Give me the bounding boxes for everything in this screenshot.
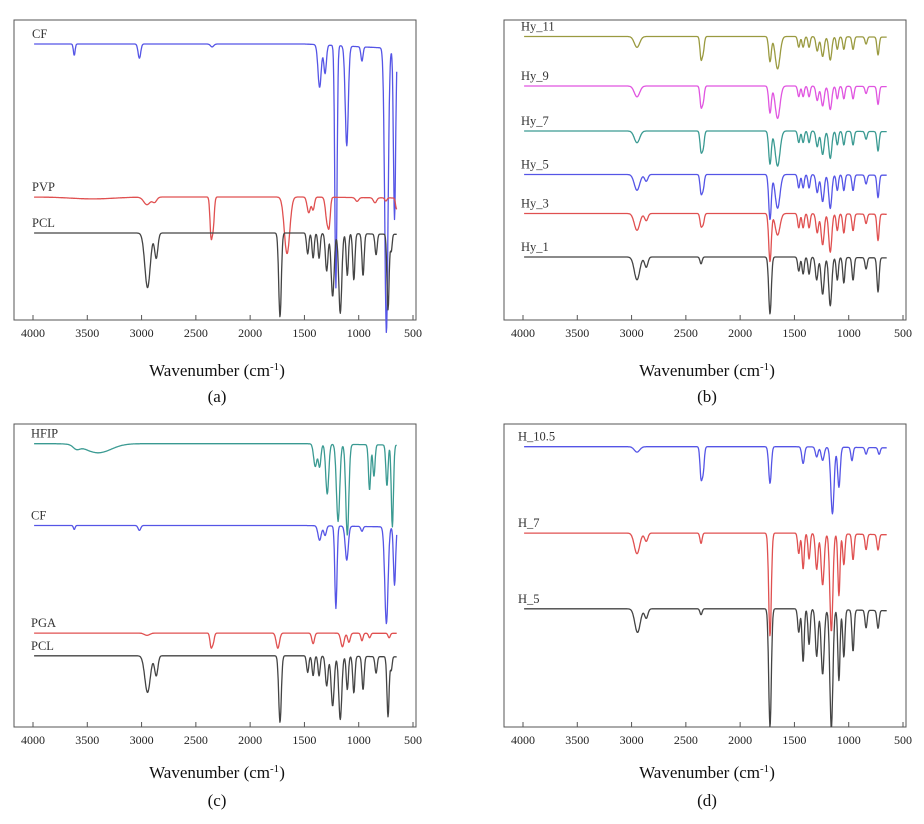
x-tick-label: 1500 [292, 326, 316, 340]
x-tick-label: 2000 [728, 733, 752, 747]
series-label-pcl: PCL [31, 639, 54, 653]
spectrum-line-cf [33, 43, 398, 334]
series-label-pvp: PVP [32, 180, 55, 194]
series-label-hy-1: Hy_1 [521, 240, 549, 254]
plot-frame [13, 19, 417, 321]
x-tick-label: 3000 [130, 733, 154, 747]
x-axis-title: Wavenumber (cm-1) [149, 763, 285, 782]
series-label-hfip: HFIP [31, 427, 58, 441]
series-label-hy-5: Hy_5 [521, 158, 549, 172]
spectrum-line-hy-1 [523, 256, 887, 315]
x-tick-label: 2500 [674, 733, 698, 747]
x-tick-label: 2500 [674, 326, 698, 340]
x-tick-label: 1000 [837, 326, 861, 340]
x-tick-label: 500 [404, 733, 422, 747]
series-label-hy-9: Hy_9 [521, 69, 549, 83]
spectrum-line-hy-3 [523, 212, 887, 263]
series-label-hy-7: Hy_7 [521, 114, 549, 128]
x-tick-label: 2000 [728, 326, 752, 340]
spectrum-line-hfip [33, 443, 397, 536]
x-tick-label: 1000 [837, 733, 861, 747]
spectrum-line-hy-11 [523, 35, 887, 70]
x-axis-title: Wavenumber (cm-1) [639, 361, 775, 380]
x-tick-label: 2500 [184, 733, 208, 747]
spectrum-line-pcl [33, 655, 397, 723]
x-tick-label: 3000 [130, 326, 154, 340]
spectrum-line-h-10-5 [523, 446, 887, 515]
spectrum-line-pcl [33, 232, 397, 318]
x-tick-label: 500 [404, 326, 422, 340]
series-label-hy-3: Hy_3 [521, 197, 549, 211]
x-tick-label: 3000 [620, 326, 644, 340]
spectrum-line-hy-9 [523, 85, 887, 120]
x-tick-label: 1500 [782, 733, 806, 747]
spectrum-line-pvp [33, 196, 398, 255]
spectrum-line-h-5 [523, 608, 887, 728]
spectrum-line-cf [33, 524, 398, 625]
series-label-h-7: H_7 [518, 516, 540, 530]
plot-frame [13, 423, 417, 728]
x-tick-label: 4000 [21, 733, 45, 747]
x-tick-label: 1500 [292, 733, 316, 747]
x-tick-label: 4000 [511, 326, 535, 340]
x-axis-title: Wavenumber (cm-1) [639, 763, 775, 782]
spectrum-line-pga [33, 632, 397, 649]
x-tick-label: 500 [894, 733, 912, 747]
x-tick-label: 3000 [620, 733, 644, 747]
series-label-pga: PGA [31, 616, 56, 630]
series-label-pcl: PCL [32, 216, 55, 230]
panel-a: 4000 3500 3000 2500 2000 1500 1000 500 Wavenumbe… [13, 19, 422, 406]
x-tick-label: 3500 [75, 733, 99, 747]
panel-d: 4000 3500 3000 2500 2000 1500 1000 500 Wavenumbe… [503, 423, 912, 810]
x-tick-label: 4000 [511, 733, 535, 747]
plot-frame [503, 19, 907, 321]
series-label-cf: CF [32, 27, 47, 41]
x-tick-label: 4000 [21, 326, 45, 340]
series-label-h-10-5: H_10.5 [518, 430, 555, 444]
spectrum-line-hy-5 [523, 173, 887, 221]
panel-b: 4000 3500 3000 2500 2000 1500 1000 500 Wavenumbe… [503, 19, 912, 406]
panel-caption: (c) [208, 791, 227, 810]
x-tick-label: 3500 [565, 733, 589, 747]
plot-frame [503, 423, 907, 728]
x-tick-label: 2000 [238, 326, 262, 340]
panel-caption: (b) [697, 387, 717, 406]
x-tick-label: 3500 [565, 326, 589, 340]
panel-c: 4000 3500 3000 2500 2000 1500 1000 500 Wavenumbe… [13, 423, 422, 810]
x-axis-title: Wavenumber (cm-1) [149, 361, 285, 380]
panel-caption: (d) [697, 791, 717, 810]
spectrum-line-hy-7 [523, 130, 887, 167]
x-tick-label: 500 [894, 326, 912, 340]
spectrum-line-h-7 [523, 532, 887, 637]
series-label-cf: CF [31, 509, 46, 523]
x-tick-label: 1000 [347, 326, 371, 340]
x-tick-label: 2500 [184, 326, 208, 340]
x-tick-label: 3500 [75, 326, 99, 340]
series-label-hy-11: Hy_11 [521, 20, 555, 34]
series-label-h-5: H_5 [518, 592, 540, 606]
panel-caption: (a) [208, 387, 227, 406]
x-tick-label: 1500 [782, 326, 806, 340]
x-tick-label: 2000 [238, 733, 262, 747]
x-tick-label: 1000 [347, 733, 371, 747]
